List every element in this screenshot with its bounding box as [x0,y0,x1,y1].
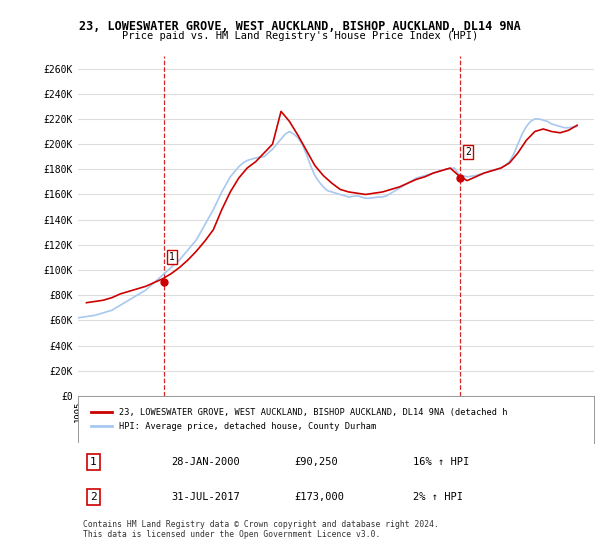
Text: Contains HM Land Registry data © Crown copyright and database right 2024.
This d: Contains HM Land Registry data © Crown c… [83,520,439,539]
Text: 2: 2 [465,147,471,157]
Text: Price paid vs. HM Land Registry's House Price Index (HPI): Price paid vs. HM Land Registry's House … [122,31,478,41]
Text: 16% ↑ HPI: 16% ↑ HPI [413,457,470,467]
Text: 2: 2 [90,492,97,502]
Text: 2% ↑ HPI: 2% ↑ HPI [413,492,463,502]
Text: 31-JUL-2017: 31-JUL-2017 [171,492,239,502]
Text: 28-JAN-2000: 28-JAN-2000 [171,457,239,467]
Text: 23, LOWESWATER GROVE, WEST AUCKLAND, BISHOP AUCKLAND, DL14 9NA: 23, LOWESWATER GROVE, WEST AUCKLAND, BIS… [79,20,521,32]
Text: 1: 1 [169,251,175,262]
Text: £173,000: £173,000 [295,492,345,502]
Legend: 23, LOWESWATER GROVE, WEST AUCKLAND, BISHOP AUCKLAND, DL14 9NA (detached h, HPI:: 23, LOWESWATER GROVE, WEST AUCKLAND, BIS… [88,405,511,434]
Text: £90,250: £90,250 [295,457,338,467]
Text: 1: 1 [90,457,97,467]
